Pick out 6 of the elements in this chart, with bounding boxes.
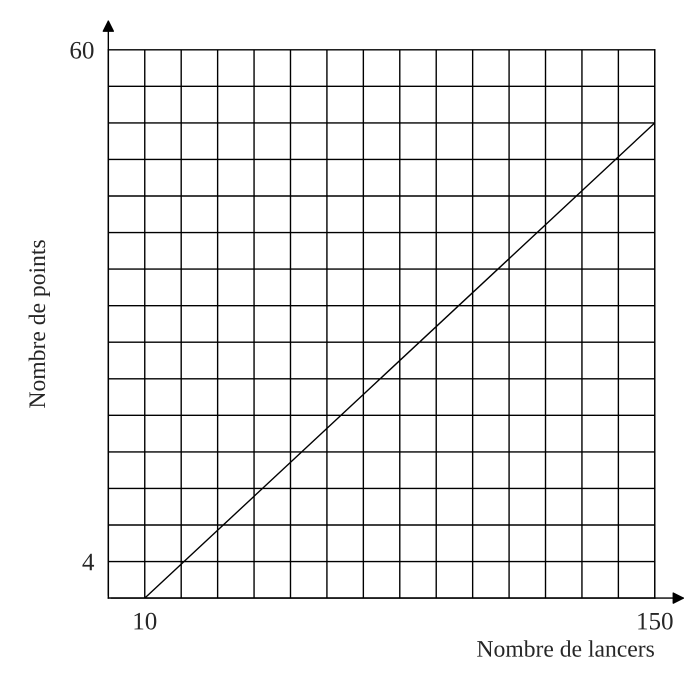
x-tick-label: 10 <box>134 612 156 630</box>
y-tick-label: 60 <box>70 42 94 59</box>
x-tick-label: 150 <box>638 612 673 630</box>
y-tick-label: 4 <box>82 554 94 570</box>
y-axis-title: Nombre de points <box>28 240 50 408</box>
x-axis-title: Nombre de lancers <box>477 640 654 657</box>
